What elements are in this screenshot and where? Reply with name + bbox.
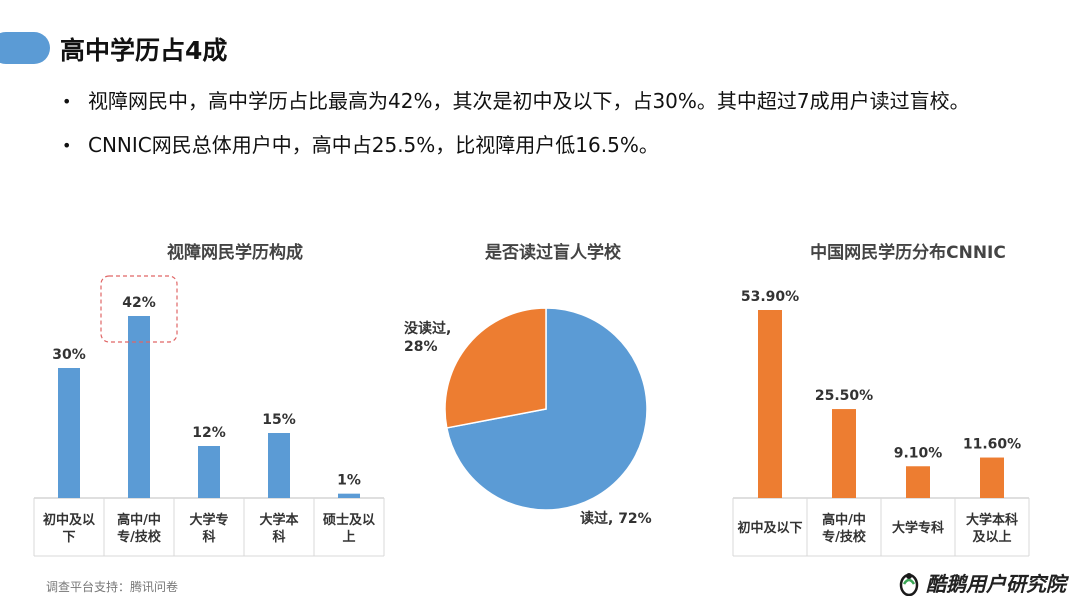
cnnic-bar-chart: 53.90% 初中及以下 25.50% 高中/中专/技校 9.10% 大学专科 11.60%… bbox=[732, 289, 1030, 557]
blind-school-pie-chart: 读过, 72% 没读过, 28% bbox=[404, 307, 652, 527]
chart-title-education: 视障网民学历构成 bbox=[167, 243, 303, 263]
bar bbox=[268, 433, 290, 498]
brand: 酷鹅用户研究院 bbox=[898, 568, 1066, 597]
pie-label: 没读过, bbox=[404, 320, 451, 337]
data-label: 1% bbox=[337, 473, 361, 489]
penguin-logo-icon bbox=[899, 572, 919, 596]
data-label: 30% bbox=[52, 347, 86, 363]
category-label: 专/技校 bbox=[822, 529, 867, 545]
pie-label: 28% bbox=[404, 339, 438, 355]
bar bbox=[906, 466, 930, 498]
pie-label: 读过, 72% bbox=[580, 510, 652, 527]
chart-title-blind-school: 是否读过盲人学校 bbox=[485, 243, 621, 263]
bullet-text: 视障网民中，高中学历占比最高为42%，其次是初中及以下，占30%。其中超过7成用… bbox=[88, 89, 970, 113]
bullet-dot-icon: • bbox=[62, 92, 72, 111]
title-accent-bar bbox=[0, 32, 50, 64]
chart-title-cnnic: 中国网民学历分布CNNIC bbox=[810, 243, 1006, 263]
pie-slice bbox=[445, 307, 648, 511]
bullet-dot-icon: • bbox=[62, 136, 72, 155]
category-label: 大学专 bbox=[189, 512, 228, 528]
slide-title: 高中学历占4成 bbox=[60, 36, 228, 65]
source-note: 调查平台支持：腾讯问卷 bbox=[46, 580, 179, 594]
category-label: 初中及以 bbox=[43, 512, 95, 528]
data-label: 25.50% bbox=[815, 388, 873, 404]
category-label: 专/技校 bbox=[117, 529, 162, 545]
category-label: 高中/中 bbox=[117, 512, 161, 528]
bar bbox=[338, 493, 360, 498]
data-label: 42% bbox=[122, 295, 156, 311]
category-label: 硕士及以 bbox=[323, 512, 375, 528]
bar bbox=[198, 446, 220, 498]
bar bbox=[758, 310, 782, 498]
pie-slice bbox=[444, 307, 547, 429]
data-label: 53.90% bbox=[741, 289, 799, 305]
bar bbox=[980, 457, 1004, 498]
bullet-item: • 视障网民中，高中学历占比最高为42%，其次是初中及以下，占30%。其中超过7… bbox=[62, 86, 1042, 117]
category-label: 大学本 bbox=[259, 512, 298, 528]
category-label: 初中及以下 bbox=[737, 520, 802, 536]
bullet-item: • CNNIC网民总体用户中，高中占25.5%，比视障用户低16.5%。 bbox=[62, 130, 1042, 161]
category-label: 大学专科 bbox=[892, 520, 944, 536]
data-label: 15% bbox=[262, 412, 296, 428]
category-label: 大学本科 bbox=[966, 512, 1018, 528]
brand-name: 酷鹅用户研究院 bbox=[926, 572, 1066, 596]
data-label: 9.10% bbox=[894, 445, 943, 461]
category-label: 及以上 bbox=[972, 530, 1011, 545]
data-label: 11.60% bbox=[963, 437, 1021, 453]
data-label: 12% bbox=[192, 425, 226, 441]
category-label: 高中/中 bbox=[822, 512, 866, 528]
highlight-box bbox=[100, 275, 178, 343]
bar bbox=[832, 409, 856, 498]
category-label: 下 bbox=[62, 530, 75, 545]
category-label: 科 bbox=[272, 529, 285, 545]
category-label: 科 bbox=[202, 529, 215, 545]
bullet-text: CNNIC网民总体用户中，高中占25.5%，比视障用户低16.5%。 bbox=[88, 133, 659, 157]
bar bbox=[128, 316, 150, 498]
bar bbox=[58, 368, 80, 498]
category-label: 上 bbox=[342, 530, 355, 545]
bullet-list: • 视障网民中，高中学历占比最高为42%，其次是初中及以下，占30%。其中超过7… bbox=[62, 86, 1042, 174]
